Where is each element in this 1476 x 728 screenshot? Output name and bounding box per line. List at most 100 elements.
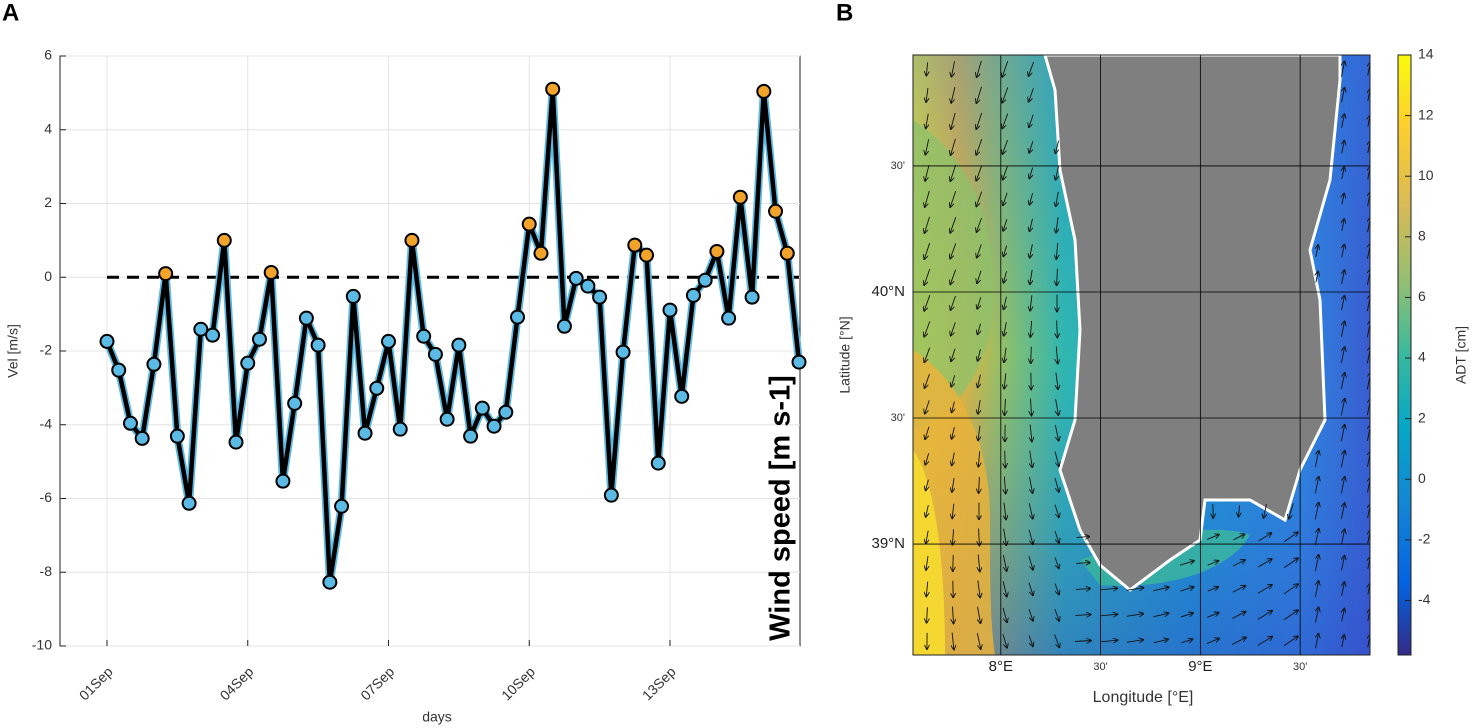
current-arrow: [1075, 641, 1091, 642]
marker: [615, 344, 631, 360]
current-arrow: [1054, 583, 1059, 595]
current-arrow: [1340, 425, 1344, 442]
colorbar-tick-label: -4: [1418, 591, 1431, 607]
current-arrow: [1126, 614, 1144, 617]
x-tick-label: 01Sep: [76, 663, 116, 703]
contour-region: [913, 450, 945, 655]
current-arrow: [1238, 505, 1239, 516]
x-tick-label: 30': [1293, 661, 1307, 673]
current-arrow: [1257, 637, 1272, 646]
x-tick-label: 13Sep: [639, 663, 679, 703]
current-arrow: [1002, 139, 1008, 154]
current-arrow: [1341, 321, 1344, 337]
current-arrow: [1316, 634, 1319, 649]
current-arrow: [1030, 320, 1031, 337]
current-arrow: [1232, 586, 1246, 593]
current-arrow: [1031, 398, 1032, 416]
marker: [556, 318, 572, 334]
current-arrow: [1054, 477, 1059, 492]
marker: [627, 237, 643, 253]
current-arrow: [1029, 167, 1032, 179]
current-arrow: [976, 191, 983, 207]
current-arrow: [952, 606, 953, 624]
current-arrow: [1055, 140, 1058, 153]
current-arrow: [1179, 561, 1194, 566]
marker: [404, 232, 420, 248]
current-arrow: [1233, 534, 1245, 541]
current-arrow: [978, 451, 979, 466]
current-arrow: [1126, 588, 1144, 591]
marker: [345, 288, 361, 304]
current-arrow: [1028, 529, 1033, 545]
y-tick-label: -4: [40, 415, 53, 431]
current-arrow: [978, 554, 980, 572]
current-arrow: [1056, 191, 1059, 206]
current-arrow: [976, 165, 983, 180]
current-arrow: [1056, 372, 1058, 390]
current-arrow: [925, 139, 930, 154]
marker: [545, 81, 561, 97]
current-arrow: [1004, 347, 1006, 363]
current-arrow: [950, 217, 957, 233]
current-arrow: [1340, 451, 1344, 468]
current-arrow: [1314, 503, 1318, 520]
current-arrow: [926, 581, 927, 597]
current-arrow: [1153, 587, 1169, 592]
line: [104, 86, 802, 585]
y-tick-label: 30': [891, 160, 905, 172]
marker: [169, 428, 185, 444]
current-arrow: [926, 556, 928, 570]
current-arrow: [1314, 451, 1318, 468]
marker: [216, 232, 232, 248]
current-arrow: [1342, 167, 1344, 179]
current-arrow: [1126, 640, 1143, 643]
current-arrow: [1342, 114, 1345, 128]
current-arrow: [951, 61, 954, 76]
colorbar-tick-label: 2: [1418, 409, 1426, 425]
current-arrow: [1207, 561, 1219, 566]
current-arrow: [1054, 425, 1058, 440]
current-arrow: [926, 505, 929, 517]
current-arrow: [1054, 608, 1059, 621]
marker: [298, 310, 314, 326]
current-arrow: [1029, 218, 1032, 232]
current-arrow: [1054, 634, 1060, 648]
current-arrow: [1289, 503, 1294, 519]
current-arrow: [926, 530, 928, 544]
marker: [721, 310, 737, 326]
current-arrow: [1002, 87, 1009, 102]
current-arrow: [952, 478, 954, 492]
current-arrow: [1031, 346, 1032, 364]
current-arrow: [924, 347, 931, 363]
marker: [439, 411, 455, 427]
current-arrow: [952, 452, 955, 466]
y-tick-label: -10: [32, 637, 52, 653]
marker: [357, 425, 373, 441]
colorbar-tick-label: -2: [1418, 531, 1431, 547]
current-arrow: [1005, 398, 1006, 415]
marker: [181, 495, 197, 511]
current-arrow: [1342, 194, 1344, 205]
marker: [451, 337, 467, 353]
current-arrow: [1257, 585, 1272, 594]
current-arrow: [924, 295, 931, 311]
y-tick-label: 40°N: [871, 283, 905, 300]
current-arrow: [1003, 219, 1008, 231]
current-arrow: [1029, 88, 1034, 101]
current-arrow: [1030, 295, 1032, 310]
current-arrow: [1366, 399, 1370, 416]
current-arrow: [1054, 451, 1059, 467]
current-arrow: [977, 60, 982, 77]
current-arrow: [1076, 563, 1090, 564]
marker: [310, 337, 326, 353]
current-arrow: [1002, 113, 1009, 129]
current-arrow: [978, 606, 981, 623]
current-arrow: [1283, 532, 1298, 543]
current-arrow: [1100, 640, 1118, 642]
current-arrow: [1002, 607, 1007, 623]
current-arrow: [1180, 613, 1193, 618]
current-arrow: [1342, 219, 1344, 231]
current-arrow: [1206, 535, 1219, 540]
current-arrow: [1366, 269, 1370, 286]
current-arrow: [1075, 589, 1090, 590]
